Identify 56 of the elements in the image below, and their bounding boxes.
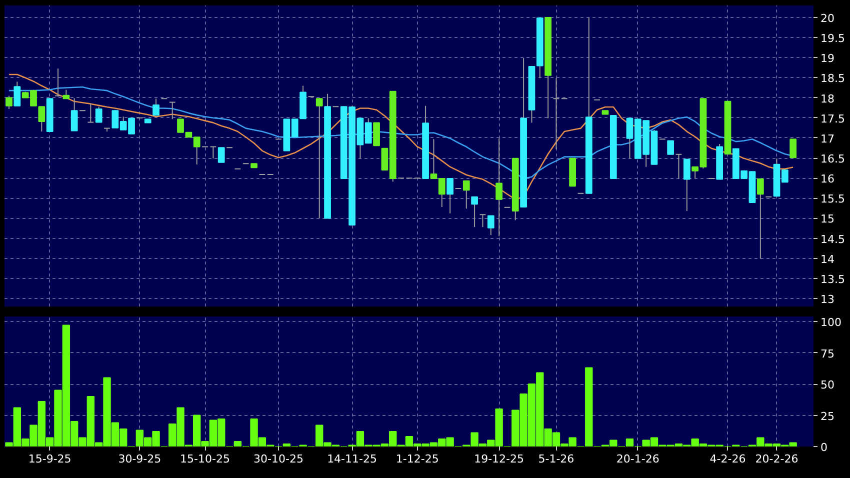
candlestick [218, 147, 225, 163]
candlestick [95, 106, 102, 123]
y-tick-label: 75 [820, 347, 834, 360]
x-tick-label: 5-1-26 [538, 452, 574, 466]
y-tick-label: 17 [820, 132, 834, 146]
candlestick [316, 97, 323, 219]
candlestick [790, 138, 797, 158]
y-tick-label: 17.5 [820, 112, 845, 126]
y-tick-label: 16.5 [820, 152, 845, 166]
x-tick-label: 30-9-25 [118, 452, 162, 466]
x-tick-label: 20-2-26 [755, 452, 798, 466]
y-tick-label: 19.5 [820, 32, 845, 46]
candlestick [675, 154, 682, 179]
candlestick [210, 146, 217, 159]
candlestick [487, 215, 494, 236]
x-tick-label: 19-12-25 [474, 452, 524, 466]
candlestick [168, 102, 176, 120]
x-tick-label: 15-9-25 [28, 452, 72, 466]
candlestick [14, 81, 21, 106]
candlestick [6, 95, 12, 110]
candlestick [373, 122, 380, 146]
candlestick [54, 68, 62, 98]
y-tick-label: 18 [820, 92, 834, 106]
y-tick-label: 13 [820, 292, 834, 306]
candlestick [38, 106, 46, 132]
y-tick-label: 0 [820, 441, 828, 454]
candlestick [756, 178, 764, 260]
candlestick [552, 78, 560, 150]
y-tick-label: 14 [820, 252, 834, 266]
candlestick [152, 98, 160, 116]
y-tick-label: 50 [820, 378, 834, 392]
y-tick-label: 100 [820, 316, 842, 329]
x-tick-label: 15-10-25 [180, 452, 230, 466]
y-tick-label: 20 [820, 12, 834, 26]
candlestick [496, 138, 502, 237]
y-tick-label: 19 [820, 52, 834, 66]
candlestick [683, 158, 690, 212]
y-tick-label: 15.5 [820, 192, 845, 206]
x-tick-label: 4-2-26 [710, 452, 746, 466]
candlestick [87, 102, 94, 123]
candlestick [479, 214, 486, 228]
y-tick-label: 13.5 [820, 272, 845, 286]
x-tick-label: 30-10-25 [254, 452, 304, 466]
candlestick [446, 178, 454, 214]
y-tick-label: 18.5 [820, 72, 845, 86]
x-tick-label: 1-12-25 [396, 452, 439, 466]
line-series [8, 74, 794, 200]
x-tick-label: 20-1-26 [616, 452, 660, 466]
x-tick-label: 14-11-25 [327, 452, 378, 466]
y-tick-label: 14.5 [820, 232, 845, 246]
candlestick [462, 180, 470, 210]
y-tick-label: 15 [820, 212, 834, 226]
y-tick-label: 16 [820, 172, 834, 186]
y-tick-label: 25 [820, 410, 834, 423]
candlestick [471, 196, 478, 228]
candlestick [667, 140, 674, 155]
